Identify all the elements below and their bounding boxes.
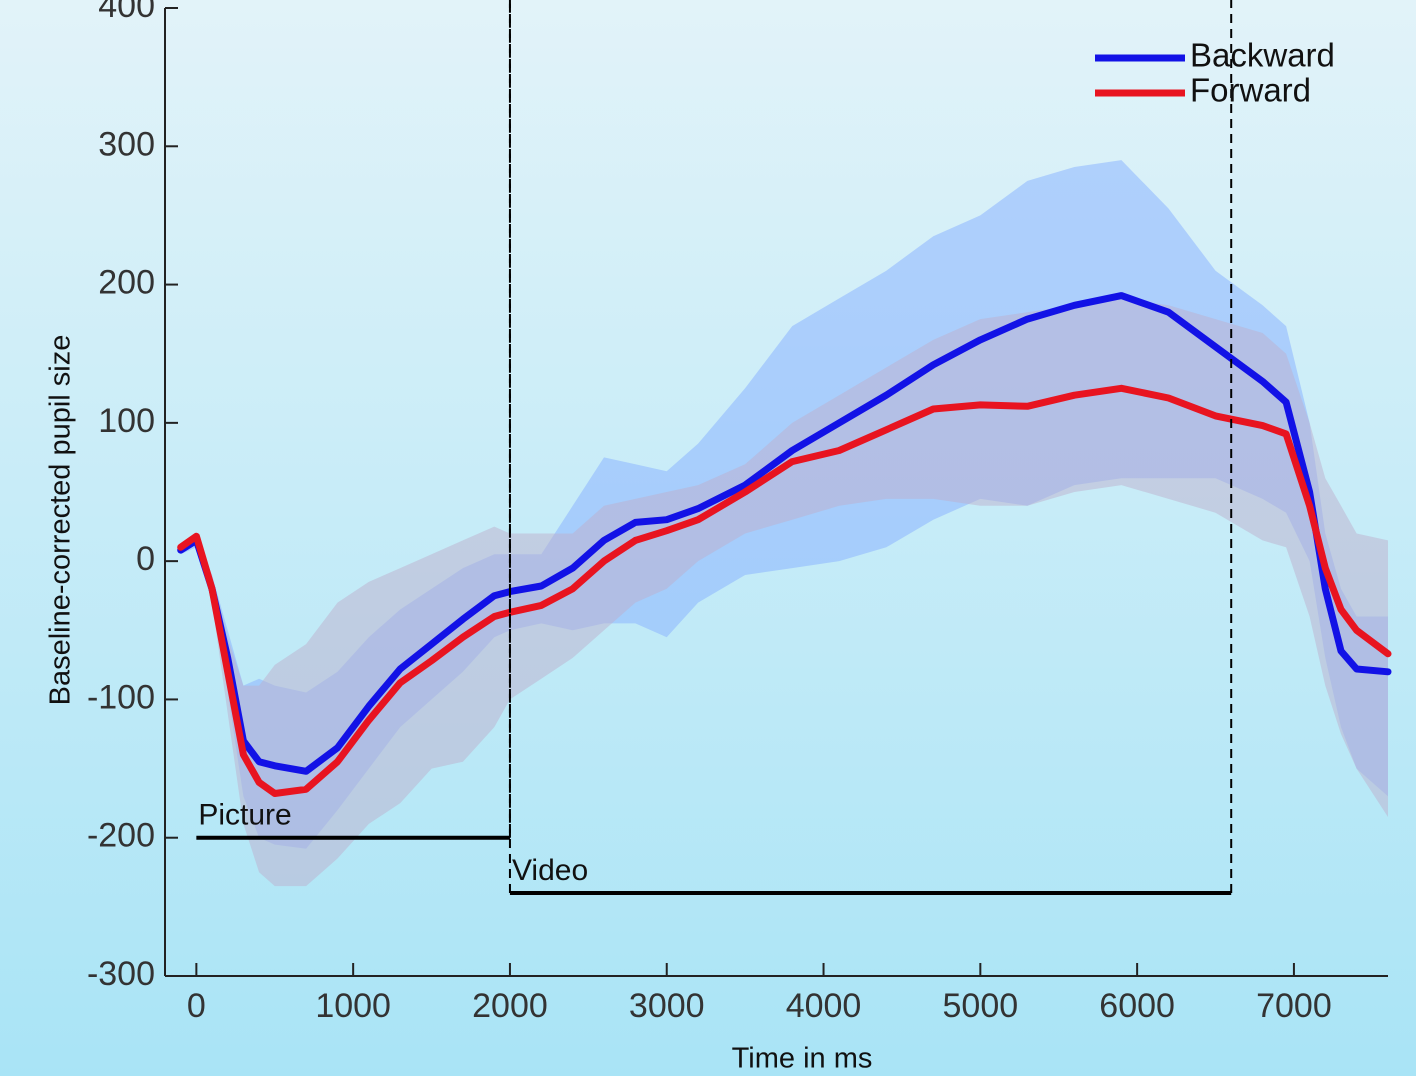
event-label: Video xyxy=(512,854,588,887)
y-tick-label: 200 xyxy=(98,264,155,302)
x-tick-label: 1000 xyxy=(315,987,391,1025)
y-tick-label: 0 xyxy=(136,540,155,578)
lines xyxy=(177,292,1392,797)
y-tick-label: -100 xyxy=(87,678,155,716)
bands xyxy=(180,160,1389,887)
y-tick-label: -300 xyxy=(87,955,155,993)
x-axis-label: Time in ms xyxy=(732,1043,873,1075)
y-tick-label: 300 xyxy=(98,125,155,163)
x-tick-label: 6000 xyxy=(1099,987,1175,1025)
legend-label: Forward xyxy=(1190,72,1311,109)
series-line xyxy=(177,292,1392,775)
x-tick-label: 0 xyxy=(187,987,206,1025)
y-tick-label: -200 xyxy=(87,817,155,855)
y-axis-label: Baseline-corrected pupil size xyxy=(45,335,77,706)
legend-label: Backward xyxy=(1190,37,1335,74)
x-tick-label: 2000 xyxy=(472,987,548,1025)
y-tick-label: 400 xyxy=(98,0,155,25)
x-tick-label: 7000 xyxy=(1256,987,1332,1025)
x-tick-label: 5000 xyxy=(943,987,1019,1025)
x-tick-label: 3000 xyxy=(629,987,705,1025)
series-line xyxy=(177,384,1392,797)
event-label: Picture xyxy=(198,799,291,832)
error-band xyxy=(180,298,1389,887)
y-tick-label: 100 xyxy=(98,402,155,440)
x-tick-label: 4000 xyxy=(786,987,862,1025)
